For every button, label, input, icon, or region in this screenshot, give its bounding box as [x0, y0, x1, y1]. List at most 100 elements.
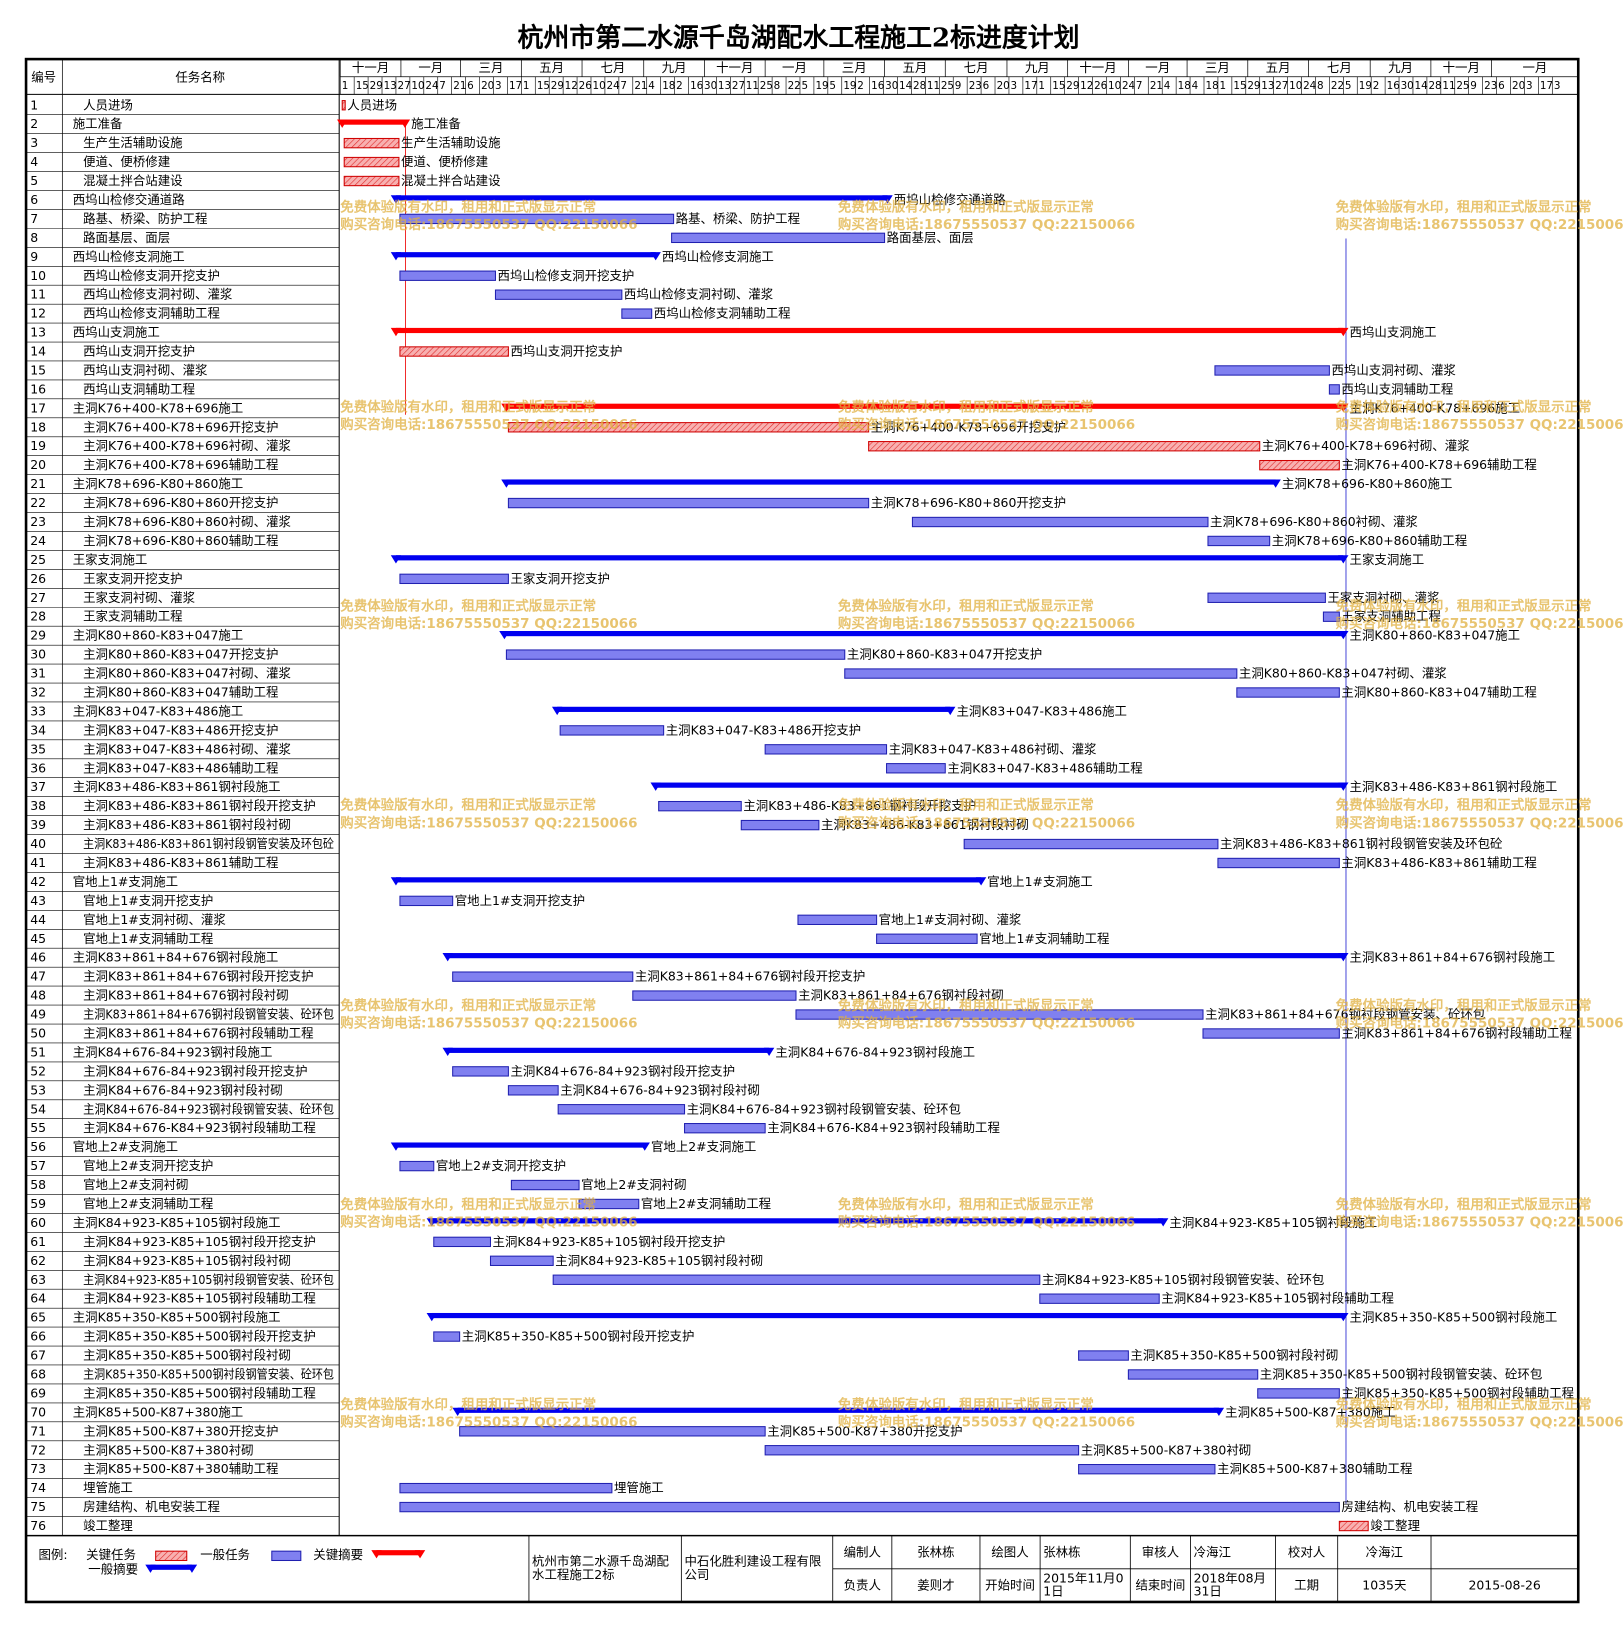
bar-label: 主洞K76+400-K78+696衬砌、灌浆: [1262, 438, 1470, 453]
bar-label: 主洞K84+923-K85+105钢衬段衬砌: [555, 1253, 763, 1268]
watermark: 免费体验版有水印，租用和正式版显示正常: [340, 398, 596, 415]
task-name: 官地上1#支洞辅助工程: [83, 931, 213, 946]
summary-end: [1158, 1218, 1169, 1227]
summary-bar: [442, 953, 1349, 962]
chart-layer: 十一月 一月 三月 五月 七月 九月 十一月 一月 三月 五月 七月 九月 十一月 一月 三月 五月 七月 九月 十…: [26, 59, 1624, 1536]
task-bar: [505, 649, 846, 660]
bar-label: 主洞K83+486-K83+861钢衬段衬砌: [821, 817, 1029, 832]
task-bar: [764, 744, 888, 755]
task-name: 主洞K83+486-K83+861钢衬段钢管安装及环包砼: [83, 836, 334, 851]
task-name: 主洞K84+676-K84+923钢衬段辅助工程: [83, 1120, 316, 1135]
task-bar: [399, 573, 509, 585]
task-bar: [552, 1274, 1041, 1285]
day-label: 24: [1122, 80, 1136, 92]
task-bar: [399, 213, 675, 225]
task-id: 68: [30, 1366, 46, 1381]
task-id: 16: [30, 381, 46, 396]
summary-end: [1338, 555, 1349, 564]
task-name: 主洞K78+696-K80+860辅助工程: [83, 533, 278, 548]
task-id: 38: [30, 798, 46, 813]
day-label: 5: [1345, 80, 1352, 92]
day-label: 25: [1456, 80, 1469, 92]
summary-bar: [426, 1312, 1349, 1322]
summary-body: [150, 1564, 192, 1570]
month-label: 七月: [964, 60, 989, 75]
day-label: 26: [579, 80, 592, 92]
watermark: 免费体验版有水印，租用和正式版显示正常: [340, 997, 596, 1014]
day-label: 14: [899, 80, 913, 92]
day-label: 10: [1108, 80, 1121, 92]
task-name: 主洞K83+047-K83+486施工: [73, 703, 244, 718]
month-label: 三月: [479, 60, 504, 75]
watermark: 免费体验版有水印，租用和正式版显示正常: [838, 997, 1094, 1014]
task-bar: [795, 1009, 1204, 1020]
month-label: 九月: [1025, 60, 1050, 75]
task-name: 主洞K83+486-K83+861钢衬段开挖支护: [83, 798, 316, 813]
summary-body: [506, 403, 1344, 409]
day-label: 29: [1247, 80, 1260, 92]
summary-bar: [442, 1047, 775, 1057]
bar-label: 主洞K85+350-K85+500钢衬段辅助工程: [1341, 1385, 1574, 1400]
task-id: 73: [30, 1461, 46, 1476]
task-name: 混凝土拌合站建设: [83, 173, 183, 188]
task-id: 69: [30, 1385, 46, 1400]
day-label: 27: [1275, 80, 1288, 92]
task-bar: [1328, 384, 1340, 395]
footer-cell-box: 开始时间: [985, 1577, 1035, 1593]
task-name: 西坞山检修支洞开挖支护: [83, 268, 220, 283]
bar-label: 主洞K85+350-K85+500钢衬段衬砌: [1130, 1348, 1338, 1363]
day-label: 25: [760, 80, 773, 92]
summary-body: [504, 630, 1344, 637]
bar-label: 埋管施工: [614, 1480, 664, 1495]
month-label: 五月: [902, 60, 927, 75]
watermark: 免费体验版有水印，租用和正式版显示正常: [1336, 598, 1592, 615]
footer-cell-box: 绘图人: [991, 1545, 1028, 1558]
header-id: 编号: [31, 69, 56, 84]
summary-body: [342, 119, 405, 125]
task-name: 主洞K84+923-K85+105钢衬段钢管安装、砼环包: [83, 1272, 334, 1287]
task-bar: [507, 422, 870, 433]
day-label: 2: [1373, 80, 1380, 92]
bar-label: 人员进场: [347, 97, 397, 112]
watermark: 购买咨询电话:18675550537 QQ:22150066: [838, 615, 1135, 632]
bar-label: 施工准备: [411, 116, 461, 131]
watermark: 免费体验版有水印，租用和正式版显示正常: [340, 1396, 596, 1413]
bar-label: 主洞K83+047-K83+486施工: [956, 703, 1127, 718]
summary-body: [395, 877, 982, 883]
task-id: 19: [30, 438, 46, 453]
day-label: 18: [662, 80, 675, 92]
task-id: 51: [30, 1044, 46, 1059]
day-label: 1: [1219, 80, 1226, 92]
task-bar: [578, 1198, 640, 1210]
summary-end: [1338, 953, 1349, 962]
watermark: 免费体验版有水印，租用和正式版显示正常: [838, 598, 1094, 615]
day-label: 27: [732, 80, 745, 92]
bar-label: 主洞K83+486-K83+861钢衬段钢管安装及环包砼: [1220, 836, 1503, 851]
task-id: 56: [30, 1139, 46, 1154]
day-label: 21: [1150, 80, 1163, 92]
day-label: 16: [1387, 80, 1400, 92]
day-label: 20: [481, 80, 494, 92]
task-bar: [1039, 1293, 1160, 1304]
task-bar: [1127, 1369, 1259, 1380]
day-label: 2: [857, 80, 864, 92]
task-name: 主洞K84+923-K85+105钢衬段施工: [73, 1215, 281, 1230]
task-id: 24: [30, 533, 46, 548]
footer-cell: 张林栋: [917, 1544, 955, 1559]
task-id: 5: [30, 173, 38, 188]
summary-bar: [499, 630, 1349, 640]
frame: [24, 57, 1580, 1604]
watermark: 购买咨询电话:18675550537 QQ:22150066: [340, 814, 637, 831]
task-name: 王家支洞开挖支护: [83, 571, 183, 586]
task-bar: [764, 1445, 1080, 1456]
task-name: 西坞山检修支洞辅助工程: [83, 306, 220, 321]
bar-label: 王家支洞衬砌、灌浆: [1327, 590, 1439, 605]
watermark: 购买咨询电话:18675550537 QQ:22150066: [340, 216, 637, 233]
footer-cell: 开始时间: [985, 1577, 1035, 1593]
bar-label: 官地上2#支洞衬砌: [581, 1177, 686, 1192]
bar-label: 主洞K85+500-K87+380辅助工程: [1217, 1461, 1412, 1476]
task-name: 埋管施工: [83, 1480, 133, 1495]
bar-label: 主洞K78+696-K80+860衬砌、灌浆: [1210, 514, 1418, 529]
task-name: 主洞K84+923-K85+105钢衬段衬砌: [83, 1253, 291, 1268]
watermark: 购买咨询电话:18675550537 QQ:22150066: [1336, 1414, 1624, 1431]
